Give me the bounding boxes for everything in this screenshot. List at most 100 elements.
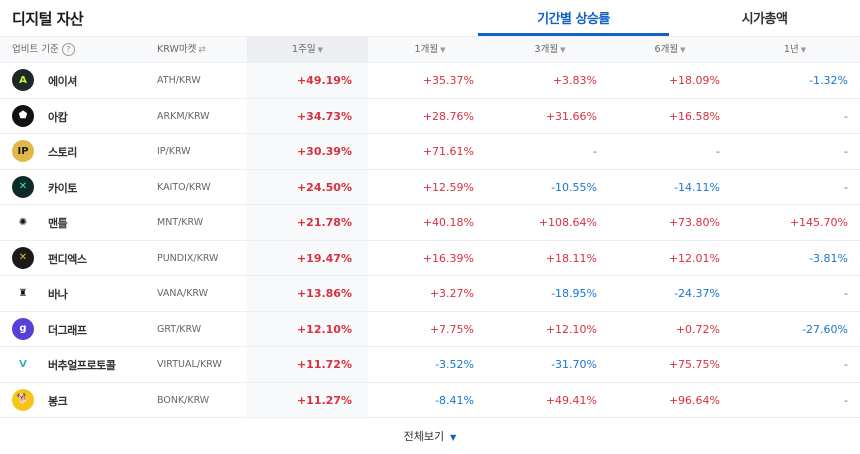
change-w1: +30.39% (296, 145, 352, 158)
coin-name[interactable]: 맨틀 (48, 217, 68, 230)
page-title: 디지털 자산 (12, 10, 84, 28)
column-1week[interactable]: 1주일 ▼ (247, 37, 368, 63)
change-m1: +3.27% (429, 287, 474, 300)
change-m1: +12.59% (422, 180, 474, 194)
coin-name[interactable]: 버추얼프로토콜 (48, 359, 116, 372)
coin-pair: MNT/KRW (157, 217, 204, 228)
table-row[interactable]: g 더그래프 GRT/KRW +12.10% +7.75% +12.10% +0.72% -2… (0, 311, 860, 347)
change-w1: +34.73% (296, 109, 352, 123)
table-row[interactable]: ♜ 바나 VANA/KRW +13.86% +3.27% -18.95% -24.37% - (0, 276, 860, 312)
selected-column-bg (247, 311, 368, 346)
table-row[interactable]: A 에이셔 ATH/KRW +49.19% +35.37% +3.83% +18.09% -1… (0, 63, 860, 99)
coin-logo-icon: V (12, 353, 34, 375)
chevron-down-icon: ▼ (450, 433, 457, 442)
coin-name[interactable]: 더그래프 (48, 323, 87, 337)
table-row[interactable]: ⬟ 아캄 ARKM/KRW +34.73% +28.76% +31.66% +16.58% - (0, 98, 860, 134)
coin-name[interactable]: 바나 (48, 288, 68, 301)
change-y1: - (844, 180, 848, 194)
change-w1: +21.78% (296, 216, 352, 229)
selected-column-bg (247, 240, 368, 275)
coin-pair: BONK/KRW (157, 394, 210, 406)
change-y1: -3.81% (809, 251, 848, 265)
selected-column-bg (247, 169, 368, 204)
market-label: KRW마켓 (157, 44, 197, 55)
market-header[interactable]: KRW마켓 ⇄ (157, 37, 206, 63)
change-m3: +3.83% (552, 74, 597, 87)
coin-logo-icon: ✺ (12, 211, 34, 233)
table-row[interactable]: ✺ 맨틀 MNT/KRW +21.78% +40.18% +108.64% +73.80% +… (0, 205, 860, 241)
table-header: 업비트 기준? KRW마켓 ⇄ 1주일 ▼ 1개월 ▼ 3개월 ▼ 6개월 ▼ 1년 ▼ (0, 36, 860, 63)
header: 디지털 자산 기간별 상승률 시가총액 (0, 0, 860, 36)
change-m6: -14.11% (674, 180, 720, 194)
tab-market-cap[interactable]: 시가총액 (741, 12, 788, 27)
change-w1: +11.72% (296, 358, 352, 371)
column-1year[interactable]: 1년 ▼ (730, 37, 860, 63)
coin-logo-icon: ✕ (12, 246, 34, 269)
change-m6: +73.80% (668, 216, 720, 229)
change-w1: +13.86% (296, 287, 352, 300)
change-m6: +75.75% (668, 358, 720, 371)
selected-column-bg (247, 347, 368, 382)
column-3month[interactable]: 3개월 ▼ (490, 37, 610, 63)
change-m3: -18.95% (551, 287, 597, 300)
column-1week-label: 1주일 (292, 44, 316, 55)
coin-name[interactable]: 봉크 (48, 394, 68, 408)
coin-name[interactable]: 카이토 (48, 181, 77, 195)
column-1year-label: 1년 (783, 44, 799, 55)
sort-caret-icon: ▼ (680, 46, 686, 54)
coin-name[interactable]: 아캄 (48, 110, 68, 124)
table-row[interactable]: ✕ 펀디엑스 PUNDIX/KRW +19.47% +16.39% +18.11% +12.… (0, 240, 860, 276)
coin-name[interactable]: 에이셔 (48, 75, 77, 88)
basis-header: 업비트 기준? (12, 37, 75, 63)
table-row[interactable]: IP 스토리 IP/KRW +30.39% +71.61% - - - (0, 134, 860, 170)
change-m3: +49.41% (545, 393, 597, 407)
change-m3: +18.11% (545, 251, 597, 265)
view-all-button[interactable]: 전체보기 ▼ (0, 420, 860, 454)
coin-name[interactable]: 스토리 (48, 146, 77, 159)
coin-pair: GRT/KRW (157, 323, 202, 335)
change-m1: +28.76% (422, 109, 474, 123)
column-3month-label: 3개월 (534, 44, 559, 55)
coin-pair: VANA/KRW (157, 288, 209, 299)
sort-caret-icon: ▼ (317, 46, 323, 54)
column-1month[interactable]: 1개월 ▼ (370, 37, 490, 63)
coin-name[interactable]: 펀디엑스 (48, 252, 87, 266)
change-w1: +11.27% (296, 393, 352, 407)
change-y1: -1.32% (809, 74, 848, 87)
coin-logo-icon: ♜ (12, 282, 34, 304)
change-m1: +35.37% (422, 74, 474, 87)
change-m6: -24.37% (674, 287, 720, 300)
change-m6: +12.01% (668, 251, 720, 265)
selected-column-bg (247, 98, 368, 133)
table-row[interactable]: V 버추얼프로토콜 VIRTUAL/KRW +11.72% -3.52% -31.70% +… (0, 347, 860, 383)
change-m1: +40.18% (422, 216, 474, 229)
coin-logo-icon: g (12, 317, 34, 340)
change-m3: +108.64% (538, 216, 597, 229)
change-m3: -31.70% (551, 358, 597, 371)
change-w1: +49.19% (296, 74, 352, 87)
selected-column-bg (247, 205, 368, 240)
change-m1: -8.41% (435, 393, 474, 407)
swap-icon: ⇄ (198, 45, 206, 55)
change-y1: - (844, 358, 848, 371)
table-row[interactable]: 🐕 봉크 BONK/KRW +11.27% -8.41% +49.41% +96.64% - (0, 382, 860, 418)
change-y1: +145.70% (789, 216, 848, 229)
change-m3: +31.66% (545, 109, 597, 123)
column-6month-label: 6개월 (654, 44, 679, 55)
sort-caret-icon: ▼ (440, 46, 446, 54)
change-m3: +12.10% (545, 322, 597, 336)
change-m1: +71.61% (422, 145, 474, 158)
tab-period-gain[interactable]: 기간별 상승률 (478, 8, 669, 36)
help-icon[interactable]: ? (61, 43, 75, 56)
change-y1: - (844, 287, 848, 300)
column-1month-label: 1개월 (414, 44, 439, 55)
selected-column-bg (247, 276, 368, 311)
change-m1: +16.39% (422, 251, 474, 265)
selected-column-bg (247, 134, 368, 169)
table-row[interactable]: ✕ 카이토 KAITO/KRW +24.50% +12.59% -10.55% -14.11… (0, 169, 860, 205)
coin-pair: IP/KRW (157, 146, 191, 157)
basis-label: 업비트 기준 (12, 44, 59, 55)
change-y1: - (844, 145, 848, 158)
column-6month[interactable]: 6개월 ▼ (610, 37, 730, 63)
sort-caret-icon: ▼ (800, 46, 807, 54)
